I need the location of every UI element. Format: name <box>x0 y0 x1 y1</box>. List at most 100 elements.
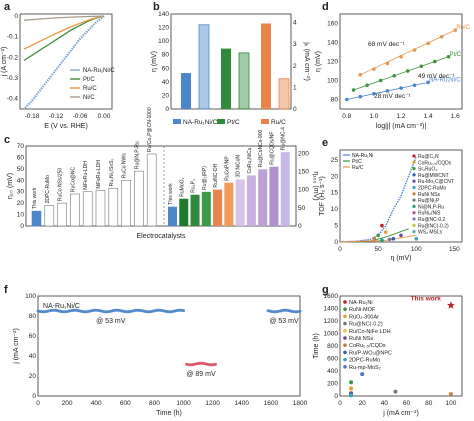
panel-c-bar-right-label: Ru@NC-4 <box>281 127 287 150</box>
panel-e-curve <box>339 156 417 243</box>
panel-e-marker-legend-label: Ni@N,P-Ru <box>418 204 444 210</box>
panel-g-xlabel: j (mA cm⁻²) <box>382 410 419 417</box>
panel-b-legend-label: NA-Ru₁Ni/C <box>183 119 218 126</box>
panel-e-legend-label: NA-Ru₁Ni <box>352 153 373 159</box>
panel-f-xtick: 1200 <box>205 400 220 407</box>
panel-d-point <box>365 83 369 88</box>
panel-c-bar-right <box>168 206 177 226</box>
panel-c-ytick: 10 <box>17 212 25 219</box>
panel-d-point <box>426 80 430 85</box>
panel-e-marker-legend-swatch <box>412 223 416 227</box>
panel-c-bar-left-label: 2DPC-RuMo <box>45 175 51 204</box>
panel-e-marker-legend-label: Ru@NC(-0.2) <box>418 223 449 229</box>
panel-d-ytick: 160 <box>327 21 338 28</box>
panel-f-point <box>182 309 186 313</box>
panel-f-xtick: 800 <box>149 400 160 407</box>
panel-c-bar-left <box>31 210 42 227</box>
panel-g-xtick: 20 <box>359 400 367 407</box>
panel-e-marker <box>399 233 403 238</box>
panel-b-legend-label: Pt/C <box>227 119 240 126</box>
panel-letter-g: g <box>322 284 329 296</box>
panel-c-bar-left-label: NiFeRu-LDH <box>83 161 89 190</box>
panel-f-xtick: 0 <box>36 400 40 407</box>
panel-g-legend-swatch <box>343 307 347 312</box>
panel-e-marker <box>376 233 380 238</box>
panel-e-marker-legend-label: WS₂ MSLs <box>418 230 443 236</box>
panel-f-xtick: 1800 <box>293 400 308 407</box>
panel-c-ytick: 0 <box>20 223 24 230</box>
panel-d-slope-label: 49 mV dec⁻¹ <box>418 73 456 80</box>
panel-e-marker <box>380 238 384 243</box>
panel-b-bar-eta <box>261 23 271 109</box>
panel-e-marker-legend-swatch <box>412 192 416 196</box>
panel-a-legend-label: NA-Ru₁Ni/C <box>83 68 115 74</box>
panel-d-xtick: 1.0 <box>369 113 378 120</box>
panel-e-marker-legend-swatch <box>412 198 416 202</box>
panel-b-ytick: 40 <box>162 79 170 86</box>
panel-c-bar-left <box>95 190 106 227</box>
panel-d-ytick: 80 <box>331 97 339 104</box>
panel-c-ytick: 70 <box>17 143 25 150</box>
panel-e-marker-legend-swatch <box>412 173 416 177</box>
panel-c-ytick: 20 <box>17 200 25 207</box>
panel-e-xlabel: η (mV) <box>391 255 412 262</box>
panel-c-bar-left <box>146 153 157 227</box>
panel-c-bar-left-label: RuCo NSs/250 <box>58 168 64 202</box>
panel-f-series-label: NA-Ru₁Ni/C <box>43 303 80 310</box>
panel-d-point <box>433 59 437 64</box>
panel-b-bar-jk <box>278 78 290 110</box>
panel-g-ytick: 800 <box>327 343 338 350</box>
panel-e-marker-legend-label: Ru@C₂N <box>418 154 439 160</box>
panel-e-marker-legend-label: RuNi NSs <box>418 192 440 198</box>
panel-e-marker <box>414 236 419 241</box>
panel-d-point <box>372 92 376 96</box>
panel-g-marker <box>448 392 453 397</box>
panel-b-ytick: 140 <box>158 11 169 18</box>
panel-c-bar-right-label: Ru/NC-DH <box>213 163 219 187</box>
panel-g-ytick: 1000 <box>324 331 339 338</box>
panel-c-y2tick: 50 <box>298 205 306 212</box>
panel-f-xtick: 1600 <box>264 400 279 407</box>
panel-g-legend-label: RuNi-MOF <box>349 307 376 313</box>
panel-b-ytick: 0 <box>165 106 169 113</box>
panel-d-axes <box>339 13 463 110</box>
panel-e-ylabel: TOF (H₂ s⁻¹) <box>319 176 326 216</box>
panel-c-bar-left-label: Ru/Co₃P@CN-1000 <box>147 107 153 152</box>
panel-c-y2label: η₁₀₀ (mV) <box>312 171 319 200</box>
panel-b-bar-jk <box>238 52 250 110</box>
panel-c-axes <box>25 145 297 227</box>
panel-c-bar-right <box>213 189 223 226</box>
panel-f-annotation: @ 53 mV <box>96 318 126 325</box>
panel-letter-b: b <box>153 1 160 13</box>
panel-a-xtick: -0.18 <box>25 113 40 120</box>
panel-e-marker-legend-swatch <box>412 211 416 215</box>
panel-d-point <box>372 67 376 71</box>
panel-e-marker-legend-label: CoRu₀.₅/CQDs <box>418 160 452 166</box>
panel-a-legend-label: Pt/C <box>83 77 95 83</box>
panel-c-bar-left-label: RuCo@NC <box>70 167 76 192</box>
panel-e-marker-legend-label: 2DPC-RuMo <box>418 186 447 192</box>
panel-e-marker <box>391 236 396 241</box>
panel-c-xlabel: Electrocatalysts <box>136 233 186 240</box>
panel-d-series-label: Ru/C <box>456 25 470 31</box>
panel-b-legend-swatch <box>173 119 181 124</box>
panel-d-point <box>358 94 363 99</box>
panel-e-xtick: 50 <box>375 246 383 253</box>
panel-b-ylabel: η (mV) <box>151 51 158 72</box>
panel-d-xtick: 1.4 <box>424 113 433 120</box>
panel-letter-a: a <box>4 1 11 13</box>
panel-g-ylabel: Time (h) <box>313 333 320 359</box>
panel-d-point <box>412 83 417 88</box>
panel-f-ytick: 20 <box>29 373 37 380</box>
panel-d-point <box>378 78 383 83</box>
panel-e-marker-legend-label: Ru@NC-0.2 <box>418 217 446 223</box>
panel-d-point <box>399 54 403 59</box>
panel-d-xtick: 1.6 <box>451 113 460 120</box>
panel-g-legend-label: Ru-mp-MoS₂ <box>349 365 381 371</box>
panel-g-legend-swatch <box>343 365 347 369</box>
panel-g-marker <box>393 389 398 394</box>
panel-e-xtick: 100 <box>411 246 422 253</box>
panel-e-marker <box>383 230 388 234</box>
panel-g-ytick: 600 <box>327 356 338 363</box>
panel-d-ytick: 140 <box>327 40 338 47</box>
